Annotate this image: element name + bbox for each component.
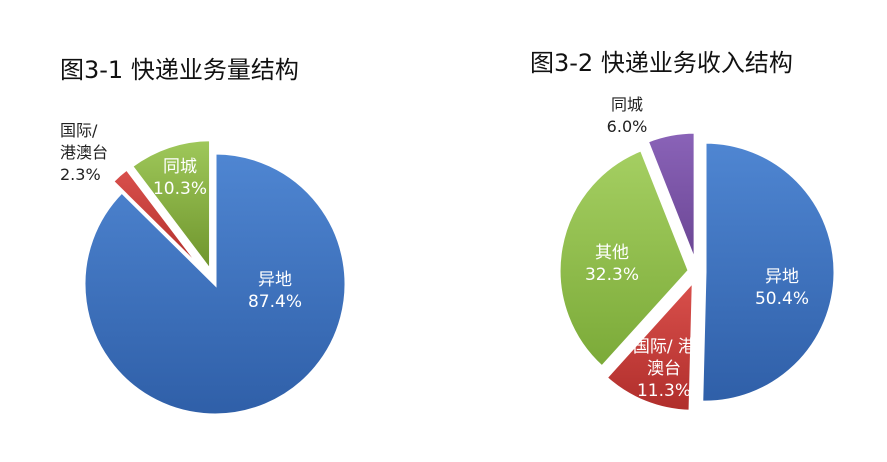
chart-1-label-name-国际-港澳台: 国际/港澳台: [60, 121, 108, 162]
chart-1-slice-异地: [82, 151, 348, 417]
chart-2-label-name-同城: 同城: [611, 95, 643, 114]
chart-1-label-value-异地: 87.4%: [248, 292, 302, 312]
chart-1-slice-同城: [129, 138, 213, 276]
chart-2-slice-其他: [557, 147, 691, 370]
chart-1-label-value-同城: 10.3%: [153, 179, 207, 199]
chart-1-title: 图3-1 快递业务量结构: [60, 56, 299, 84]
chart-1-label-name-同城: 同城: [163, 157, 197, 177]
chart-2-slice-同城: [645, 130, 697, 263]
chart-2-label-name-异地: 异地: [765, 267, 799, 287]
chart-2-label-value-其他: 32.3%: [585, 265, 639, 285]
chart-2-label-value-同城: 6.0%: [607, 117, 648, 136]
chart-2-label-name-国际-港澳台: 国际/ 港澳台: [633, 337, 695, 379]
chart-1-label-value-国际-港澳台: 2.3%: [60, 165, 101, 184]
chart-1-label-name-异地: 异地: [258, 270, 292, 290]
chart-2-slice-异地: [700, 140, 837, 404]
chart-2-slice-国际-港澳台: [603, 277, 695, 413]
chart-2-label-name-其他: 其他: [595, 243, 629, 263]
chart-2-label-value-国际-港澳台: 11.3%: [637, 381, 691, 401]
chart-1-slice-国际-港澳台: [110, 166, 207, 275]
chart-2-title: 图3-2 快递业务收入结构: [530, 49, 793, 77]
chart-2-label-value-异地: 50.4%: [755, 289, 809, 309]
